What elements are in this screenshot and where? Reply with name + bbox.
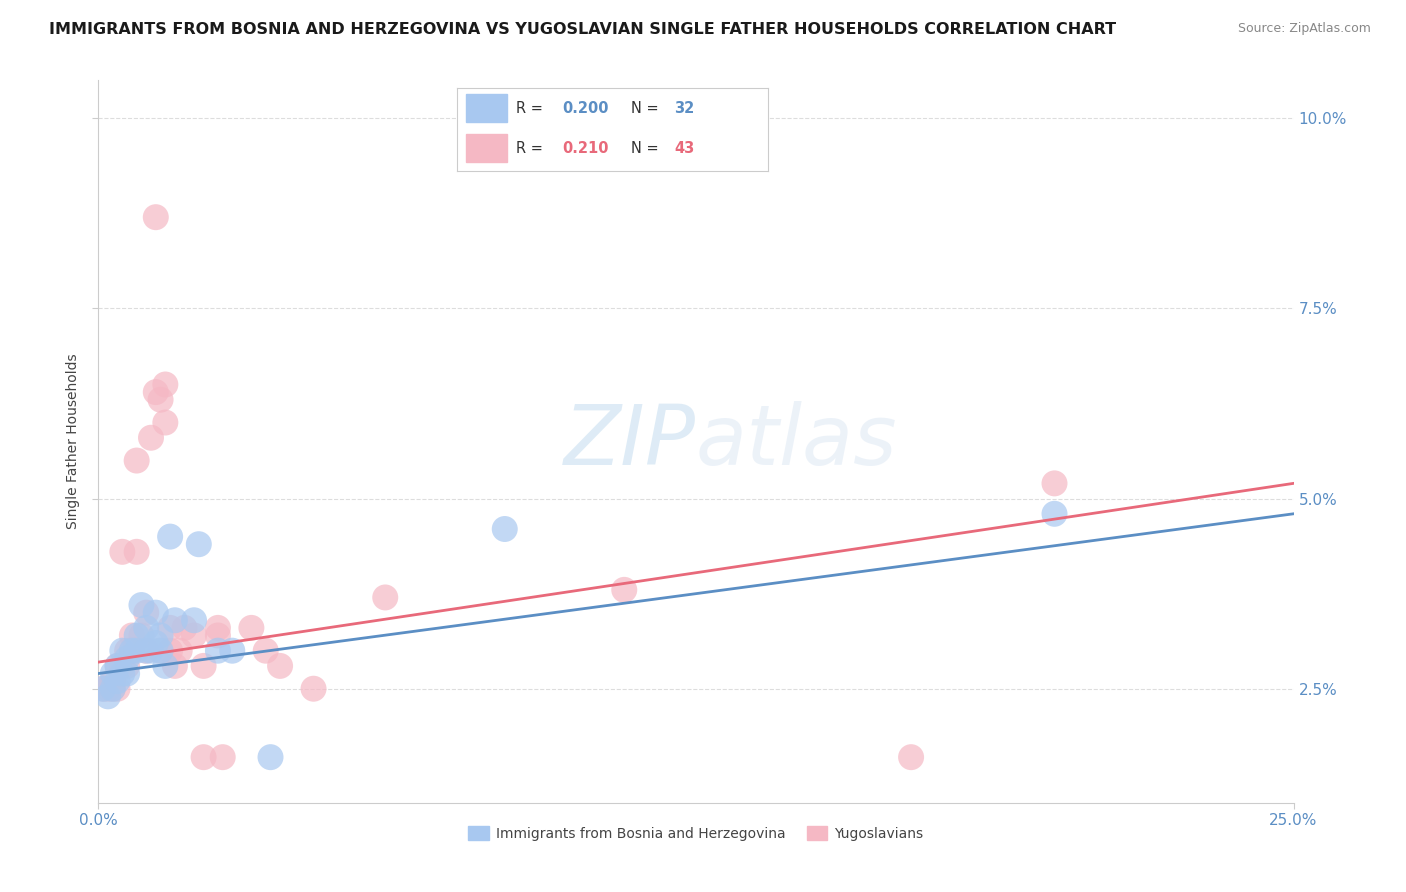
Point (97, 681, 120, 696)
Point (135, 606, 157, 620)
Point (131, 598, 153, 612)
Point (125, 643, 148, 657)
Point (193, 750, 215, 764)
Point (159, 621, 181, 635)
Point (207, 628, 229, 642)
Point (221, 643, 243, 657)
Point (107, 681, 129, 696)
Point (1043, 476, 1066, 491)
Point (207, 621, 229, 635)
Point (163, 613, 186, 627)
Point (613, 582, 636, 597)
Point (107, 659, 129, 673)
Point (163, 659, 186, 673)
Point (101, 666, 124, 681)
Point (121, 643, 143, 657)
Point (101, 681, 124, 696)
Point (125, 545, 148, 559)
Point (259, 750, 281, 764)
Point (101, 674, 124, 689)
Point (115, 666, 138, 681)
Point (240, 621, 263, 635)
Point (91, 681, 114, 696)
Point (149, 628, 172, 642)
Point (97, 690, 120, 704)
Point (145, 606, 167, 620)
Point (111, 659, 134, 673)
Point (211, 750, 233, 764)
Point (149, 392, 172, 407)
Point (183, 628, 205, 642)
Point (139, 431, 162, 445)
Point (187, 537, 209, 551)
Point (107, 674, 129, 689)
Point (494, 522, 516, 536)
Point (145, 636, 167, 650)
Point (111, 643, 134, 657)
Point (155, 377, 177, 392)
Point (115, 659, 138, 673)
Point (125, 453, 148, 467)
Point (111, 666, 134, 681)
Text: atlas: atlas (696, 401, 897, 482)
Point (135, 621, 157, 635)
Point (155, 416, 177, 430)
Point (111, 545, 134, 559)
Point (149, 643, 172, 657)
Point (125, 628, 148, 642)
Point (173, 621, 195, 635)
Text: Source: ZipAtlas.com: Source: ZipAtlas.com (1237, 22, 1371, 36)
Point (107, 659, 129, 673)
Point (135, 643, 157, 657)
Point (900, 750, 922, 764)
Point (207, 643, 229, 657)
Point (159, 530, 181, 544)
Y-axis label: Single Father Households: Single Father Households (66, 354, 80, 529)
Point (135, 643, 157, 657)
Text: IMMIGRANTS FROM BOSNIA AND HERZEGOVINA VS YUGOSLAVIAN SINGLE FATHER HOUSEHOLDS C: IMMIGRANTS FROM BOSNIA AND HERZEGOVINA V… (49, 22, 1116, 37)
Point (269, 659, 291, 673)
Point (115, 651, 138, 665)
Point (121, 628, 143, 642)
Point (254, 643, 277, 657)
Point (155, 659, 177, 673)
Point (121, 643, 143, 657)
Point (1043, 507, 1066, 521)
Point (374, 591, 396, 605)
Point (139, 643, 162, 657)
Point (183, 613, 205, 627)
Point (302, 681, 325, 696)
Point (145, 210, 167, 224)
Point (193, 659, 215, 673)
Point (115, 643, 138, 657)
Text: ZIP: ZIP (564, 401, 696, 482)
Legend: Immigrants from Bosnia and Herzegovina, Yugoslavians: Immigrants from Bosnia and Herzegovina, … (463, 821, 929, 847)
Point (131, 628, 153, 642)
Point (169, 643, 191, 657)
Point (149, 643, 172, 657)
Point (159, 643, 181, 657)
Point (101, 681, 124, 696)
Point (91, 681, 114, 696)
Point (145, 385, 167, 400)
